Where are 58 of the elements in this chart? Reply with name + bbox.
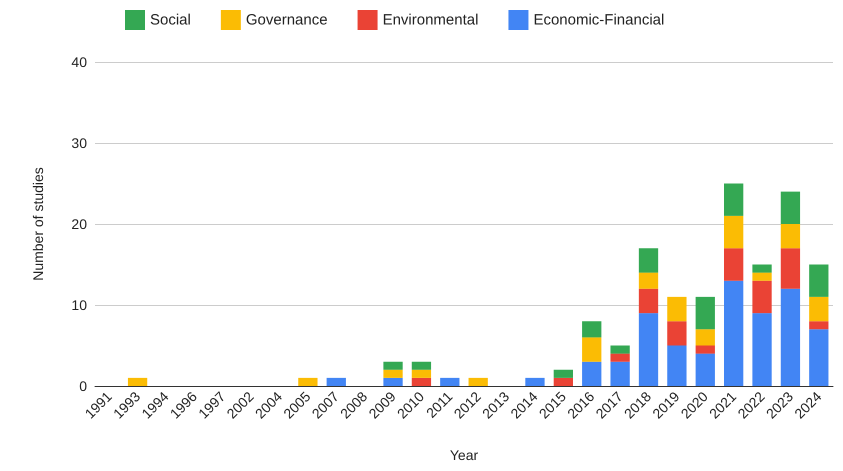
legend-label: Environmental	[382, 12, 478, 28]
bar	[724, 248, 744, 281]
bar	[809, 264, 828, 297]
bar	[667, 321, 687, 346]
bar	[667, 296, 687, 322]
bar	[412, 362, 432, 370]
y-tick-label: 30	[71, 135, 88, 151]
bar	[383, 370, 403, 378]
bar	[412, 378, 432, 386]
bar	[696, 329, 715, 346]
bar	[610, 354, 630, 362]
bar	[638, 272, 658, 289]
bar	[724, 216, 744, 248]
y-tick-label: 20	[71, 216, 88, 232]
y-axis-title: Number of studies	[30, 167, 46, 281]
bar	[412, 370, 432, 378]
bar	[809, 321, 828, 330]
y-tick-label: 0	[79, 378, 88, 394]
bar	[298, 378, 318, 386]
bar	[752, 313, 772, 386]
bar	[638, 313, 658, 386]
bar	[128, 378, 148, 386]
bar	[809, 329, 828, 386]
bar	[809, 296, 828, 322]
bar	[638, 248, 658, 273]
bar	[468, 378, 488, 386]
bar	[610, 346, 630, 354]
bar	[326, 378, 346, 386]
bar	[383, 362, 403, 370]
bar	[724, 280, 744, 386]
legend-label: Economic-Financial	[533, 12, 664, 28]
bar	[667, 346, 687, 386]
bar	[752, 264, 772, 273]
bar	[525, 378, 545, 386]
x-axis-title: Year	[450, 447, 478, 463]
bar	[780, 288, 800, 386]
bar	[752, 272, 772, 281]
bar	[610, 362, 630, 386]
y-tick-label: 40	[71, 54, 88, 70]
bar	[696, 296, 715, 330]
bar	[440, 378, 460, 386]
bar	[554, 370, 573, 378]
bar	[582, 321, 602, 338]
bar	[383, 378, 403, 386]
bar	[582, 337, 602, 362]
bar	[696, 354, 715, 386]
legend-label: Governance	[246, 12, 328, 28]
y-tick-label: 10	[71, 297, 88, 313]
bar	[780, 192, 800, 224]
bar	[752, 280, 772, 314]
bar	[638, 288, 658, 314]
legend-label: Social	[150, 12, 191, 28]
bar	[724, 184, 744, 216]
bar	[582, 362, 602, 386]
bar	[696, 346, 715, 354]
bar	[554, 378, 573, 386]
bar	[780, 248, 800, 289]
bar	[780, 224, 800, 248]
